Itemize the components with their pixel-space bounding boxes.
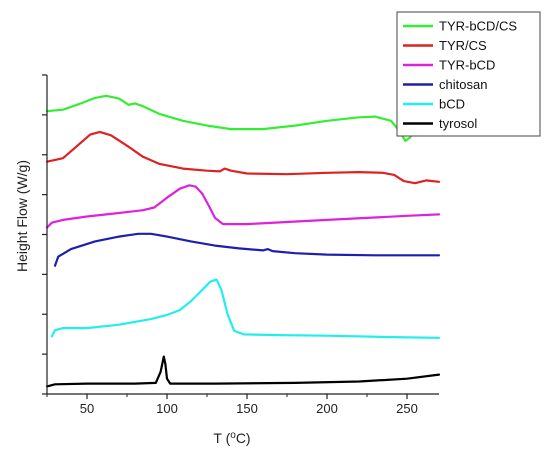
legend-label-chitosan: chitosan <box>439 77 487 92</box>
series-line-tyr-cs <box>45 130 441 185</box>
x-tick-label-200: 200 <box>316 401 338 416</box>
series-line-bcd <box>50 278 441 339</box>
series-line-tyrosol <box>45 355 441 388</box>
x-tick-label-150: 150 <box>236 401 258 416</box>
legend-label-tyr-bcd-cs: TYR-bCD/CS <box>439 19 517 34</box>
y-axis-ticks <box>42 74 47 395</box>
axes <box>46 75 439 395</box>
legend: TYR-bCD/CS TYR/CS TYR-bCD chitosan bCD tyroso… <box>396 11 541 137</box>
legend-label-tyr-cs: TYR/CS <box>439 38 487 53</box>
x-axis-label: T (oC) <box>213 430 250 447</box>
series-line-chitosan <box>53 232 441 267</box>
x-tick-label-250: 250 <box>396 401 418 416</box>
y-axis-label: Height Flow (W/g) <box>14 160 30 272</box>
series-curves <box>45 94 441 388</box>
legend-label-tyrosol: tyrosol <box>439 116 477 131</box>
series-line-tyr-bcd <box>45 184 441 229</box>
x-axis-ticks: 50 100 150 200 250 <box>46 394 418 416</box>
series-line-tyr-bcd-cs <box>45 94 441 142</box>
legend-label-tyr-bcd: TYR-bCD <box>439 58 495 73</box>
x-tick-label-50: 50 <box>80 401 94 416</box>
x-tick-label-100: 100 <box>156 401 178 416</box>
legend-box <box>396 11 541 137</box>
legend-label-bcd: bCD <box>439 97 465 112</box>
